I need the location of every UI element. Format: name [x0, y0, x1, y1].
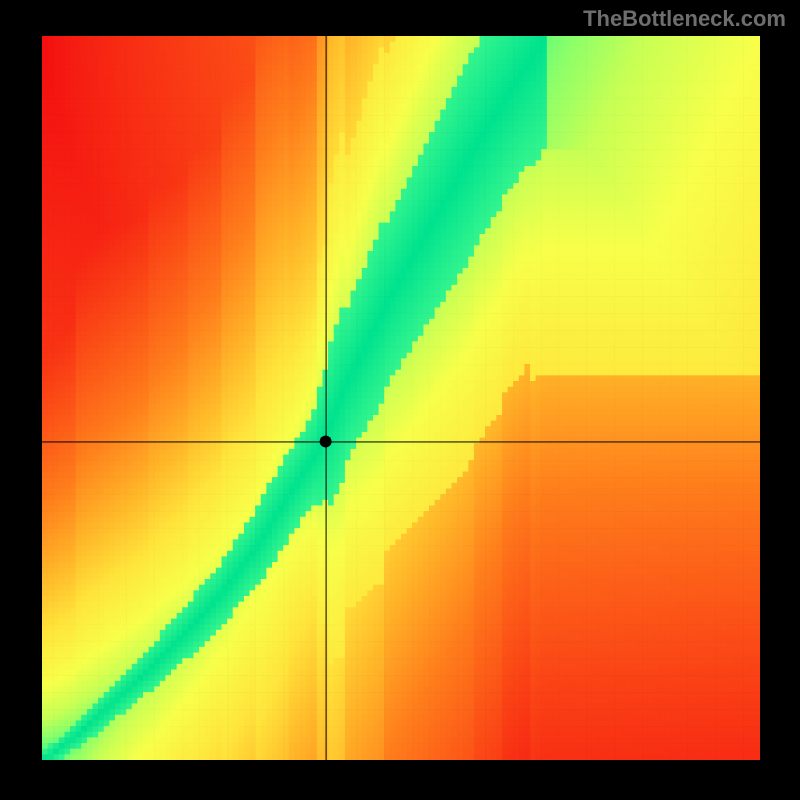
bottleneck-heatmap	[42, 36, 760, 760]
watermark-text: TheBottleneck.com	[583, 6, 786, 32]
